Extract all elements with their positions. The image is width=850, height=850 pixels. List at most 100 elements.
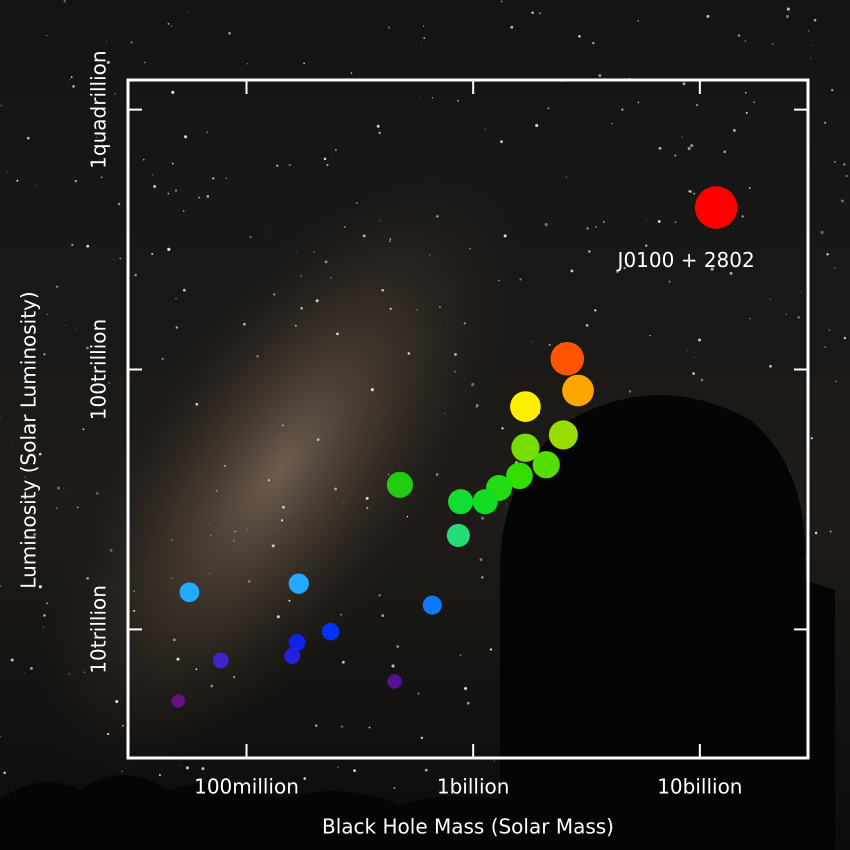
star — [288, 163, 291, 167]
star — [0, 735, 1, 738]
star — [171, 25, 173, 27]
star — [38, 452, 42, 456]
y-tick-label: 1quadrillion — [87, 50, 111, 168]
star — [167, 247, 171, 251]
star — [171, 162, 174, 165]
star — [681, 136, 683, 138]
star — [249, 236, 252, 238]
star — [74, 179, 77, 183]
data-point — [510, 391, 541, 422]
data-point — [321, 622, 340, 641]
star — [10, 658, 14, 662]
star — [824, 346, 827, 348]
star — [548, 343, 551, 346]
star — [686, 349, 688, 351]
star — [67, 86, 69, 88]
star — [454, 352, 457, 356]
star — [389, 240, 391, 243]
star — [57, 486, 61, 490]
star — [544, 223, 548, 227]
star — [771, 43, 774, 45]
star — [841, 199, 844, 203]
star — [706, 14, 710, 18]
star — [594, 225, 597, 228]
x-tick-label: 100million — [194, 775, 299, 799]
star — [3, 771, 7, 775]
star — [813, 18, 817, 22]
star — [171, 90, 175, 94]
star — [658, 147, 662, 150]
star — [456, 99, 460, 102]
star — [351, 251, 352, 252]
star — [535, 123, 539, 127]
star — [246, 528, 248, 530]
star — [86, 577, 90, 580]
star — [674, 221, 677, 223]
star — [365, 496, 369, 500]
star — [271, 544, 275, 548]
star — [103, 70, 105, 72]
data-point — [284, 647, 301, 665]
star — [210, 684, 214, 688]
star — [232, 539, 235, 542]
star — [300, 306, 304, 310]
star — [342, 660, 345, 664]
star — [281, 424, 284, 427]
star — [711, 265, 713, 267]
star — [459, 654, 462, 656]
star — [769, 364, 772, 368]
star — [843, 336, 847, 340]
star — [115, 699, 119, 704]
star — [161, 357, 164, 360]
star — [109, 548, 113, 552]
star — [343, 502, 345, 504]
star — [188, 12, 189, 14]
star — [682, 82, 686, 86]
star — [475, 404, 479, 407]
star — [621, 108, 624, 111]
star — [368, 726, 371, 729]
star — [340, 613, 342, 616]
star — [693, 356, 695, 358]
star — [473, 475, 475, 476]
star — [276, 615, 280, 619]
star — [46, 35, 48, 37]
star — [625, 263, 629, 266]
star — [334, 148, 337, 152]
star — [616, 270, 619, 274]
star — [646, 219, 648, 221]
star — [741, 215, 744, 218]
star — [75, 329, 77, 331]
star — [657, 220, 661, 223]
star — [331, 156, 333, 157]
star — [324, 260, 328, 264]
star — [637, 101, 640, 104]
tree-line — [0, 775, 500, 850]
data-point — [288, 573, 309, 594]
star — [195, 402, 199, 406]
star — [16, 179, 19, 182]
data-point — [387, 674, 402, 689]
star — [72, 85, 75, 88]
star — [256, 355, 259, 358]
data-point — [179, 582, 200, 603]
star — [810, 437, 813, 440]
star — [637, 20, 640, 22]
star — [602, 221, 605, 223]
star — [453, 370, 457, 373]
star — [628, 390, 632, 393]
star — [826, 253, 829, 256]
star — [585, 324, 589, 327]
star — [329, 276, 332, 279]
star — [690, 144, 694, 148]
star — [785, 14, 789, 18]
star — [37, 489, 40, 492]
star — [206, 131, 209, 134]
star — [334, 487, 337, 491]
data-point — [422, 595, 442, 615]
star — [598, 74, 602, 78]
star — [195, 668, 198, 671]
star — [424, 768, 428, 772]
star — [83, 671, 86, 673]
star — [234, 530, 236, 533]
